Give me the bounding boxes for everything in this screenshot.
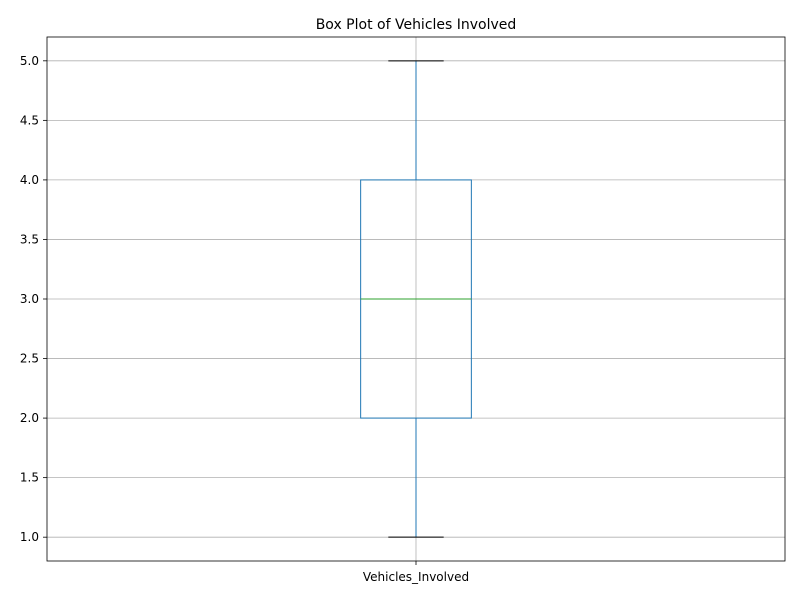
y-tick-label: 5.0 [20,54,39,68]
y-tick-label: 1.5 [20,471,39,485]
y-tick-label: 4.5 [20,113,39,127]
x-tick-label: Vehicles_Involved [363,570,469,584]
y-tick-label: 1.0 [20,530,39,544]
y-tick-label: 2.0 [20,411,39,425]
y-tick-label: 3.0 [20,292,39,306]
y-tick-label: 4.0 [20,173,39,187]
box-layer [360,60,472,538]
chart-title: Box Plot of Vehicles Involved [316,17,517,33]
y-tick-label: 3.5 [20,232,39,246]
y-tick-label: 2.5 [20,352,39,366]
axis-layer: 1.0 1.5 2.0 2.5 3.0 3.5 4.0 4.5 5.0 Vehicles_Invo… [20,36,786,584]
